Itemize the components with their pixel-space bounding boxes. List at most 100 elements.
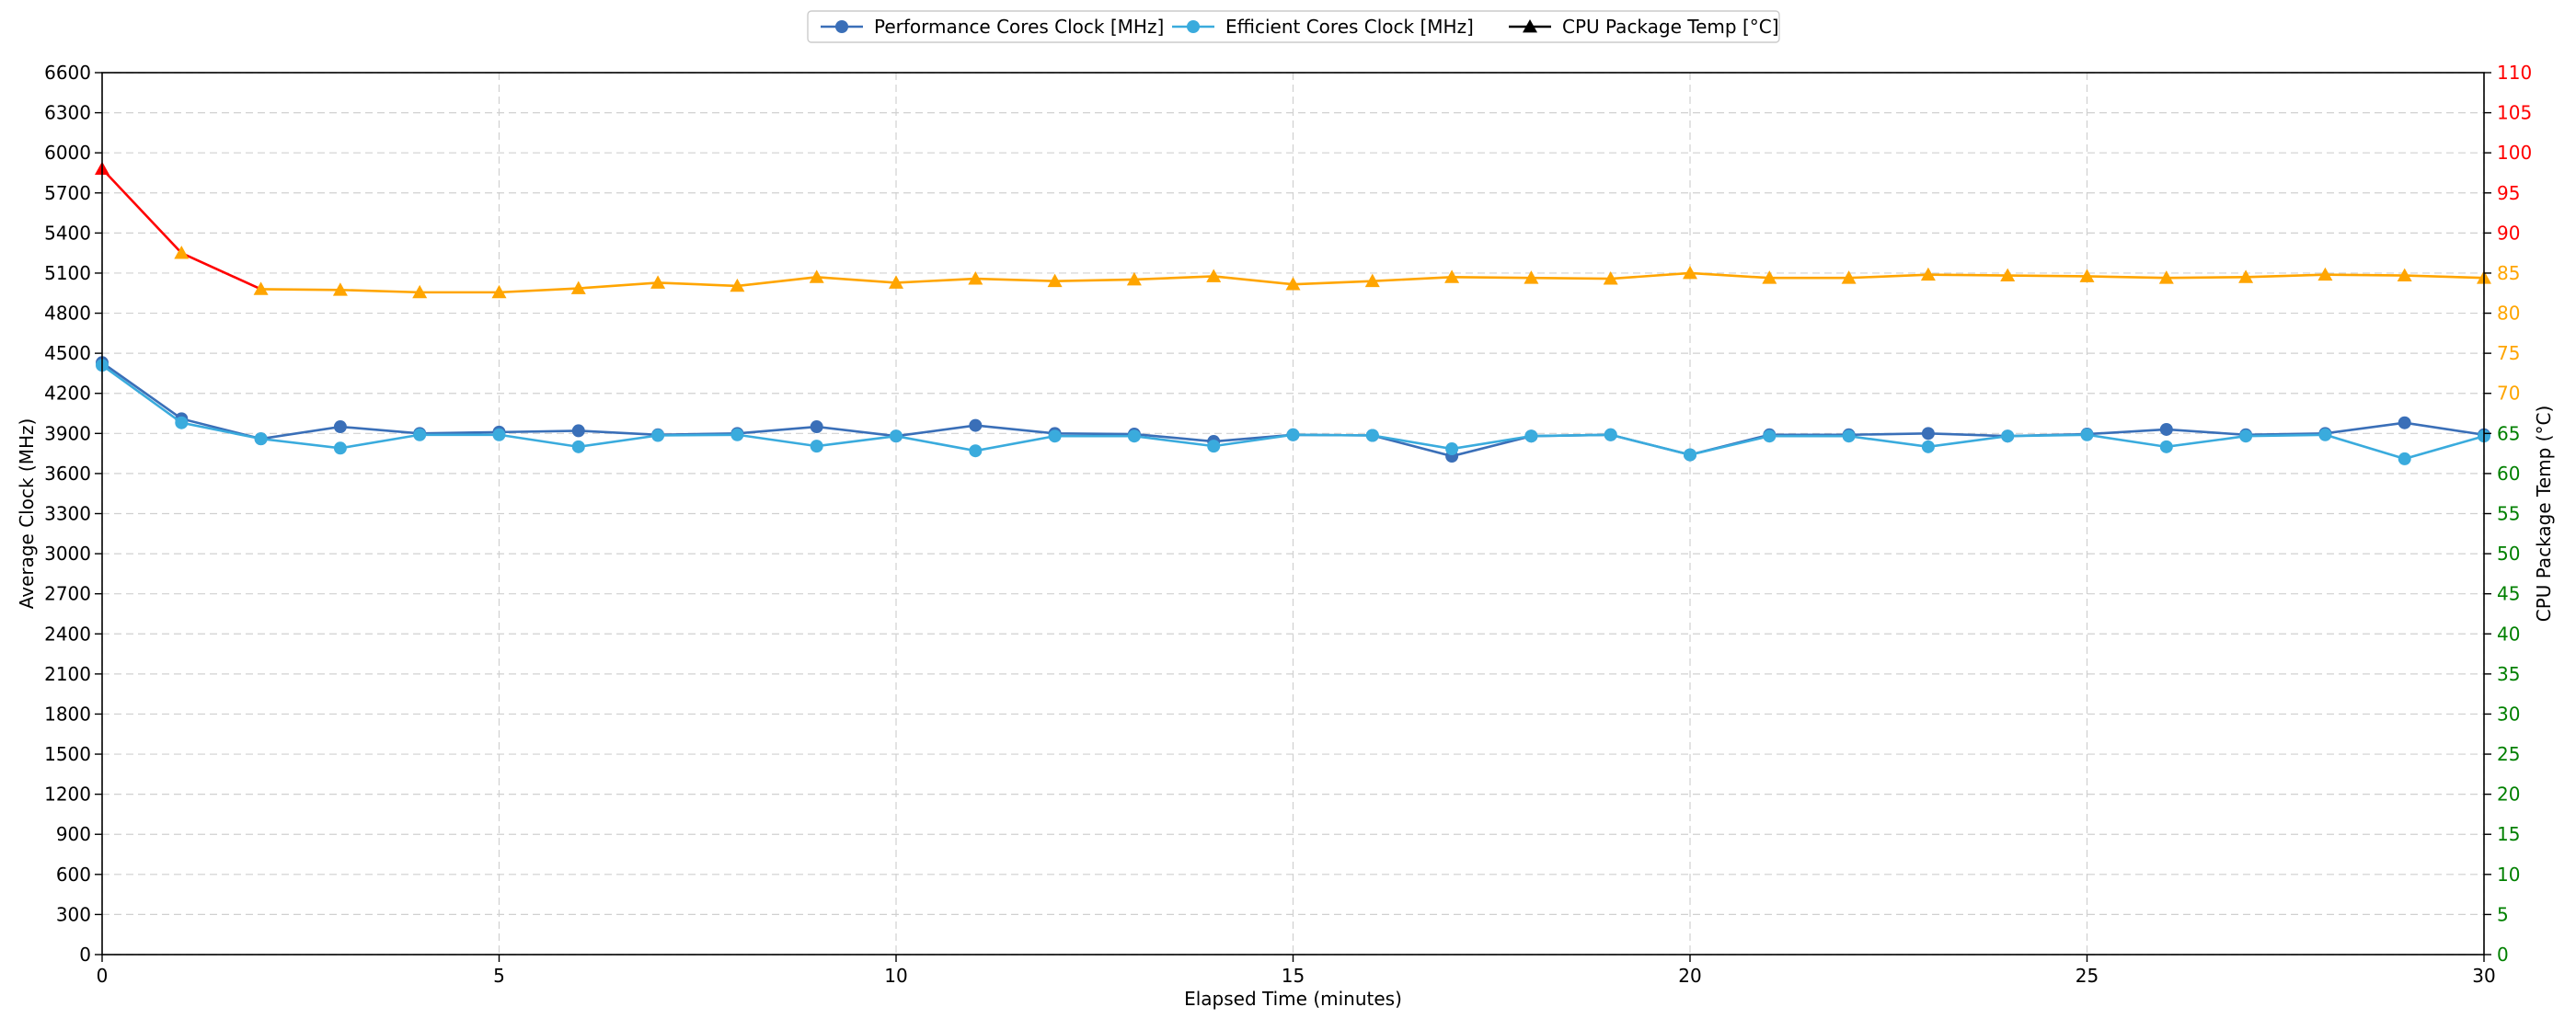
data-point	[1763, 429, 1777, 443]
y2-tick-label: 100	[2497, 142, 2532, 164]
legend-marker	[1187, 20, 1200, 33]
temp-line-segment	[2087, 275, 2167, 280]
legend-label: Performance Cores Clock [MHz]	[874, 16, 1164, 38]
y-tick-label: 600	[56, 864, 91, 886]
temp-point	[1285, 277, 1301, 291]
temp-line-segment	[2166, 276, 2247, 280]
y2-tick-label: 5	[2497, 903, 2509, 925]
series-1	[96, 359, 2490, 465]
y2-tick-label: 40	[2497, 623, 2520, 645]
x-axis-label: Elapsed Time (minutes)	[1184, 988, 1402, 1010]
y-tick-label: 5400	[44, 222, 91, 244]
x-tick-label: 10	[884, 965, 907, 987]
data-point	[2398, 416, 2411, 429]
data-point	[1365, 429, 1379, 442]
y-tick-label: 6300	[44, 102, 91, 124]
temp-point	[1364, 273, 1380, 288]
temp-line-segment	[1689, 271, 1770, 280]
data-point	[175, 416, 189, 429]
data-point	[413, 428, 427, 441]
x-tick-label: 0	[97, 965, 109, 987]
y-tick-label: 900	[56, 823, 91, 845]
temp-point	[1603, 271, 1618, 285]
y2-tick-label: 45	[2497, 583, 2520, 605]
y2-axis-label: CPU Package Temp (°C)	[2533, 406, 2555, 623]
temp-line-segment	[260, 288, 340, 292]
y-axis-left: 0 300 600 900 1200 1500 1800 2100 2400 2700 3000 33…	[44, 62, 102, 966]
temp-line-segment	[658, 281, 738, 288]
y-tick-label: 3300	[44, 503, 91, 525]
data-point	[1684, 448, 1696, 462]
y2-tick-label: 0	[2497, 944, 2509, 966]
temp-point	[1762, 270, 1777, 284]
temp-point	[1920, 267, 1936, 281]
data-point	[651, 429, 665, 442]
data-point	[1445, 442, 1459, 456]
y-tick-label: 4500	[44, 342, 91, 364]
temp-point	[2158, 270, 2174, 284]
temp-line-segment	[2246, 273, 2326, 279]
temp-point	[2397, 268, 2412, 281]
y-tick-label: 3000	[44, 543, 91, 565]
y2-tick-label: 105	[2497, 102, 2532, 124]
x-axis: 0 5 10 15 20 25 30	[97, 955, 2496, 987]
data-point	[2159, 440, 2173, 453]
y2-tick-label: 15	[2497, 823, 2520, 845]
temp-line-segment	[1452, 276, 1532, 280]
temp-point	[968, 271, 983, 285]
y2-tick-label: 55	[2497, 503, 2520, 525]
y2-tick-label: 60	[2497, 463, 2520, 485]
temp-point	[2000, 268, 2016, 281]
y-axis-label: Average Clock (MHz)	[16, 418, 38, 610]
y-axis-right: 0 5 10 15 20 25 30 35 40 45 50 55 60 65 70 75 80 85 90 95 10…	[2484, 62, 2532, 966]
temp-line-segment	[1133, 275, 1214, 281]
data-point	[333, 441, 347, 455]
temp-point	[2317, 267, 2333, 281]
y2-tick-label: 95	[2497, 182, 2520, 204]
temp-point	[174, 246, 190, 259]
legend-marker	[1523, 19, 1537, 33]
y-tick-label: 2400	[44, 623, 91, 645]
y2-tick-label: 50	[2497, 543, 2520, 565]
x-tick-label: 20	[1678, 965, 1701, 987]
temp-line-segment	[1927, 273, 2008, 277]
temp-line-segment	[2325, 273, 2405, 277]
temp-point	[253, 281, 269, 295]
temp-point	[1047, 273, 1063, 288]
x-tick-label: 5	[493, 965, 505, 987]
data-point	[1048, 429, 1062, 443]
y-tick-label: 1500	[44, 743, 91, 765]
x-tick-label: 25	[2076, 965, 2099, 987]
data-point	[810, 420, 823, 434]
data-point	[2239, 429, 2253, 443]
legend-marker	[835, 20, 848, 33]
data-point	[571, 424, 585, 438]
y-tick-label: 1200	[44, 784, 91, 806]
series-2	[95, 161, 2491, 299]
legend: Performance Cores Clock [MHz] Efficient C…	[807, 10, 1780, 43]
y-tick-label: 3600	[44, 463, 91, 485]
y2-tick-label: 90	[2497, 222, 2520, 244]
data-point	[2318, 428, 2332, 441]
y-tick-label: 6600	[44, 62, 91, 84]
y2-tick-label: 65	[2497, 422, 2520, 444]
data-point	[1286, 428, 1300, 441]
temp-point	[1126, 271, 1142, 286]
y2-tick-label: 110	[2497, 62, 2532, 84]
temp-line-segment	[1293, 280, 1373, 286]
temp-point	[412, 284, 428, 299]
y-tick-label: 5700	[44, 182, 91, 204]
y-tick-label: 0	[79, 944, 91, 966]
temp-line-segment	[816, 276, 897, 284]
data-point	[1524, 429, 1538, 443]
y2-tick-label: 20	[2497, 784, 2520, 806]
y-tick-label: 4800	[44, 303, 91, 325]
legend-label: CPU Package Temp [°C]	[1562, 16, 1779, 38]
temp-line-segment	[2404, 274, 2485, 280]
temp-line-segment	[1054, 278, 1134, 282]
data-point	[890, 429, 903, 443]
grid-lines	[101, 72, 2485, 956]
y2-tick-label: 70	[2497, 383, 2520, 405]
